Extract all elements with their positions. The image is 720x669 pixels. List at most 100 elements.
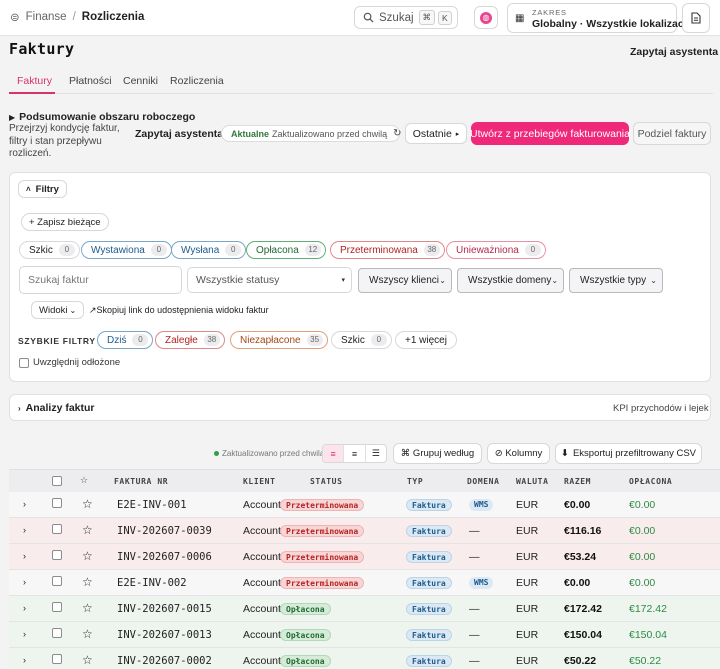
table-row[interactable]: › ☆ INV-202607-0006 Account #1 Przetermi… — [9, 544, 720, 570]
column-header-total[interactable]: RAZEM — [564, 477, 592, 486]
tab-price-lists[interactable]: Cenniki — [123, 75, 159, 87]
recent-button[interactable]: Ostatnie ▸ — [405, 123, 467, 144]
group-by-button[interactable]: ⌘ Grupuj według — [393, 443, 482, 464]
expand-chevron-icon[interactable]: › — [23, 577, 26, 587]
column-header-currency[interactable]: WALUTA — [516, 477, 549, 486]
type-badge: Faktura — [406, 525, 452, 537]
status-chip-voided[interactable]: Unieważniona 0 — [446, 241, 546, 259]
filters-toggle-button[interactable]: ˄ Filtry — [18, 180, 67, 198]
include-deferred-checkbox[interactable] — [19, 358, 29, 368]
ask-assistant-button[interactable]: Zapytaj asystenta — [135, 128, 224, 140]
scope-selector[interactable]: ▦ ZAKRES Globalny · Wszystkie lokalizacj… — [507, 3, 692, 33]
locale-button[interactable]: ◍ — [474, 6, 498, 29]
expand-chevron-icon[interactable]: › — [23, 655, 26, 665]
refresh-icon[interactable]: ↻ — [393, 128, 402, 139]
export-csv-button[interactable]: ⬇ Eksportuj przefiltrowany CSV — [555, 443, 702, 464]
breadcrumb-root[interactable]: Finanse — [25, 11, 67, 23]
invoice-number[interactable]: INV-202607-0013 — [117, 629, 212, 641]
row-checkbox[interactable] — [52, 602, 62, 612]
density-comfortable-button[interactable]: ☰ — [364, 445, 386, 462]
ask-assistant-header-button[interactable]: Zapytaj asystenta — [630, 46, 719, 58]
domain: — — [469, 551, 480, 563]
quick-chip-unpaid[interactable]: Niezapłacone 35 — [230, 331, 328, 349]
document-icon — [691, 12, 701, 24]
analytics-toggle[interactable]: › Analizy faktur — [18, 402, 95, 414]
domains-select-value: Wszystkie domeny — [468, 275, 552, 286]
column-header-status[interactable]: STATUS — [310, 477, 343, 486]
document-button[interactable] — [682, 3, 710, 33]
expand-chevron-icon[interactable]: › — [23, 603, 26, 613]
status-chip-overdue[interactable]: Przeterminowana 38 — [330, 241, 445, 259]
table-row[interactable]: › ☆ E2E-INV-001 Account #1 Przeterminowa… — [9, 492, 720, 518]
expand-chevron-icon[interactable]: › — [23, 551, 26, 561]
quick-chip-overdue[interactable]: Zaległe 38 — [155, 331, 225, 349]
column-header-client[interactable]: KLIENT — [243, 477, 276, 486]
columns-button[interactable]: ⊘ Kolumny — [487, 443, 550, 464]
row-checkbox[interactable] — [52, 576, 62, 586]
status-chip-draft[interactable]: Szkic 0 — [19, 241, 80, 259]
row-checkbox[interactable] — [52, 498, 62, 508]
status-select[interactable]: Wszystkie statusy ▾ — [187, 267, 352, 293]
expand-chevron-icon[interactable]: › — [23, 525, 26, 535]
row-checkbox[interactable] — [52, 550, 62, 560]
tab-payments[interactable]: Płatności — [69, 75, 112, 87]
quick-chip-today[interactable]: Dziś 0 — [97, 331, 154, 349]
column-header-type[interactable]: TYP — [407, 477, 424, 486]
status-chip-sent[interactable]: Wysłana 0 — [171, 241, 247, 259]
create-from-billing-runs-button[interactable]: Utwórz z przebiegów fakturowania — [470, 122, 630, 145]
global-search-button[interactable]: Szukaj ⌘ K — [354, 6, 458, 29]
star-icon[interactable]: ☆ — [82, 575, 93, 589]
invoice-number[interactable]: INV-202607-0039 — [117, 525, 212, 537]
star-icon[interactable]: ☆ — [82, 627, 93, 641]
table-row[interactable]: › ☆ INV-202607-0013 Account #1 Opłacona … — [9, 622, 720, 648]
status-chip-paid[interactable]: Opłacona 12 — [246, 241, 326, 259]
table-row[interactable]: › ☆ E2E-INV-002 Account #1 Przeterminowa… — [9, 570, 720, 596]
expand-chevron-icon[interactable]: › — [23, 499, 26, 509]
invoice-number[interactable]: INV-202607-0006 — [117, 551, 212, 563]
invoice-number[interactable]: INV-202607-0002 — [117, 655, 212, 667]
table-row[interactable]: › ☆ INV-202607-0039 Account #1 Przetermi… — [9, 518, 720, 544]
currency: EUR — [516, 551, 539, 563]
more-quick-filters-button[interactable]: +1 więcej — [395, 331, 457, 349]
status-badge: Przeterminowana — [280, 551, 365, 563]
expand-chevron-icon[interactable]: › — [23, 629, 26, 639]
workspace-summary-toggle[interactable]: ▶ Podsumowanie obszaru roboczego — [9, 111, 195, 123]
density-normal-button[interactable]: ≡ — [343, 445, 364, 462]
density-compact-button[interactable]: ≡ — [323, 445, 344, 462]
table-row[interactable]: › ☆ INV-202607-0002 Account #1 Opłacona … — [9, 648, 720, 669]
chip-count: 0 — [132, 334, 149, 346]
search-label: Szukaj — [379, 11, 414, 24]
views-button[interactable]: Widoki ⌄ — [31, 301, 85, 319]
row-checkbox[interactable] — [52, 654, 62, 664]
invoice-number[interactable]: E2E-INV-001 — [117, 499, 187, 511]
types-select[interactable]: Wszystkie typy ⌄ — [569, 268, 663, 293]
star-icon[interactable]: ☆ — [82, 549, 93, 563]
star-icon[interactable]: ☆ — [82, 601, 93, 615]
column-header-paid[interactable]: OPŁACONA — [629, 477, 673, 486]
clients-select[interactable]: Wszyscy klienci ⌄ — [358, 268, 452, 293]
row-checkbox[interactable] — [52, 524, 62, 534]
quick-chip-draft[interactable]: Szkic 0 — [331, 331, 392, 349]
tab-settlements[interactable]: Rozliczenia — [170, 75, 224, 87]
star-icon[interactable]: ☆ — [82, 497, 93, 511]
column-header-number[interactable]: FAKTURA NR — [114, 477, 169, 486]
status-chip-issued[interactable]: Wystawiona 0 — [81, 241, 172, 259]
star-icon[interactable]: ☆ — [82, 523, 93, 537]
analytics-section[interactable] — [9, 394, 711, 421]
select-all-checkbox[interactable] — [52, 476, 62, 486]
split-invoices-button[interactable]: Podziel faktury — [633, 122, 711, 145]
invoice-search-input[interactable]: Szukaj faktur — [19, 266, 182, 294]
chip-count: 0 — [150, 244, 167, 256]
star-icon[interactable]: ☆ — [82, 653, 93, 667]
tab-invoices[interactable]: Faktury — [17, 75, 53, 87]
table-row[interactable]: › ☆ INV-202607-0015 Account #1 Opłacona … — [9, 596, 720, 622]
invoice-number[interactable]: INV-202607-0015 — [117, 603, 212, 615]
density-toggle: ≡ ≡ ☰ — [322, 444, 387, 463]
copy-view-link[interactable]: ↗Skopiuj link do udostępnienia widoku fa… — [89, 305, 269, 315]
invoice-number[interactable]: E2E-INV-002 — [117, 577, 187, 589]
chip-count: 0 — [524, 244, 541, 256]
save-current-filter-button[interactable]: + Zapisz bieżące — [21, 213, 109, 231]
column-header-domain[interactable]: DOMENA — [467, 477, 500, 486]
row-checkbox[interactable] — [52, 628, 62, 638]
domains-select[interactable]: Wszystkie domeny ⌄ — [457, 268, 564, 293]
